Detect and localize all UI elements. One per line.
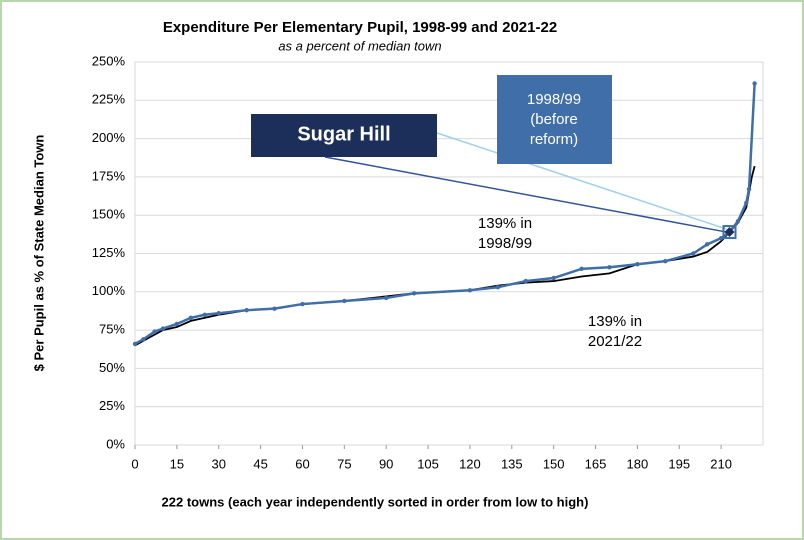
annotation-text: (before (530, 111, 578, 128)
x-tick-label: 45 (253, 456, 267, 471)
series-marker (384, 295, 389, 301)
series-marker (244, 307, 249, 313)
series-marker (735, 219, 741, 224)
highlight-diamond (724, 227, 735, 238)
series-marker (752, 81, 757, 86)
highlight-box (722, 225, 737, 240)
chart-title: Expenditure Per Elementary Pupil, 1998-9… (163, 19, 557, 36)
series-marker (691, 251, 696, 256)
series-marker (467, 288, 473, 293)
x-tick-label: 30 (211, 456, 225, 471)
x-tick-label: 60 (295, 456, 309, 471)
x-tick-label: 15 (170, 456, 184, 471)
arrow (436, 132, 727, 230)
series-marker (272, 306, 277, 311)
series-marker (579, 266, 584, 272)
x-tick-label: 165 (585, 456, 607, 471)
series-marker (202, 312, 207, 317)
annotation-text: reform) (530, 131, 578, 148)
annotation-text: 139% in (478, 215, 532, 232)
series-marker (718, 235, 724, 241)
town-label: Sugar Hill (297, 123, 390, 145)
x-axis-title: 222 towns (each year independently sorte… (162, 494, 589, 509)
y-tick-label: 175% (92, 168, 126, 183)
series-marker (188, 315, 194, 321)
x-tick-label: 150 (543, 456, 565, 471)
annotation-text: 2021/22 (588, 333, 642, 350)
series-marker (746, 186, 752, 192)
series-marker (132, 341, 138, 347)
x-tick-label: 180 (627, 456, 649, 471)
series-marker (216, 311, 221, 316)
series-marker (744, 200, 749, 206)
x-tick-label: 105 (417, 456, 439, 471)
y-tick-label: 0% (106, 436, 125, 451)
y-axis-title: $ Per Pupil as % of State Median Town (31, 135, 46, 372)
x-tick-label: 75 (337, 456, 351, 471)
x-tick-label: 0 (131, 456, 138, 471)
chart-subtitle: as a percent of median town (278, 38, 441, 53)
series-marker (663, 258, 668, 264)
x-tick-label: 135 (501, 456, 523, 471)
y-tick-label: 25% (99, 398, 125, 413)
town-box (251, 114, 437, 157)
x-tick-label: 210 (710, 456, 732, 471)
before-box (497, 75, 612, 164)
series-marker (411, 291, 417, 296)
series-marker (141, 337, 146, 342)
series-marker (342, 298, 347, 304)
y-tick-label: 200% (92, 130, 126, 145)
x-tick-label: 120 (459, 456, 481, 471)
annotation-text: 1998/99 (527, 91, 581, 108)
y-tick-label: 150% (92, 207, 126, 222)
series-marker (523, 278, 528, 284)
series-marker (704, 242, 710, 247)
x-tick-label: 90 (379, 456, 393, 471)
series-marker (174, 321, 180, 327)
series-marker (152, 329, 157, 334)
y-tick-label: 100% (92, 283, 126, 298)
series-marker (551, 275, 556, 281)
series-marker (300, 301, 305, 307)
annotation-text: 139% in (588, 313, 642, 330)
y-tick-label: 75% (99, 322, 125, 337)
x-tick-label: 195 (668, 456, 690, 471)
y-tick-label: 50% (99, 360, 125, 375)
y-tick-label: 225% (92, 92, 126, 107)
arrow (324, 156, 727, 233)
series-marker (607, 265, 612, 270)
series-marker (495, 285, 501, 290)
annotation-text: 1998/99 (478, 235, 532, 252)
y-tick-label: 250% (92, 53, 126, 68)
series-marker (160, 326, 166, 331)
y-tick-label: 125% (92, 245, 126, 260)
series-marker (635, 262, 640, 267)
